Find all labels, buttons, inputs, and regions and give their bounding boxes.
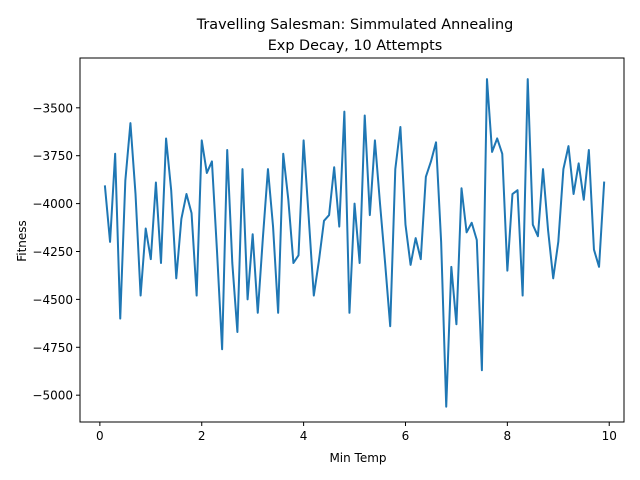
y-tick-label: −4500	[32, 293, 73, 307]
y-tick-label: −3750	[32, 149, 73, 163]
x-tick-label: 2	[198, 429, 206, 443]
x-axis-label: Min Temp	[329, 451, 386, 465]
y-tick-label: −4000	[32, 197, 73, 211]
x-tick-label: 4	[300, 429, 308, 443]
chart-title-line-2: Exp Decay, 10 Attempts	[268, 38, 443, 54]
x-tick-label: 0	[96, 429, 104, 443]
y-tick-label: −3500	[32, 101, 73, 115]
x-tick-label: 10	[602, 429, 617, 443]
y-axis-label: Fitness	[15, 220, 29, 262]
x-tick-label: 8	[504, 429, 512, 443]
chart-title-line-1: Travelling Salesman: Simmulated Annealin…	[196, 17, 514, 33]
axes-frame	[79, 57, 625, 423]
x-tick-label: 6	[402, 429, 410, 443]
plot-area: 0 2 4 6 8 10 −5000 −4750 −4500 −4250 −4000 −3750 −35…	[32, 57, 625, 443]
y-tick-label: −4750	[32, 341, 73, 355]
y-tick-label: −4250	[32, 245, 73, 259]
series-line-0	[103, 78, 606, 408]
y-tick-label: −5000	[32, 389, 73, 403]
